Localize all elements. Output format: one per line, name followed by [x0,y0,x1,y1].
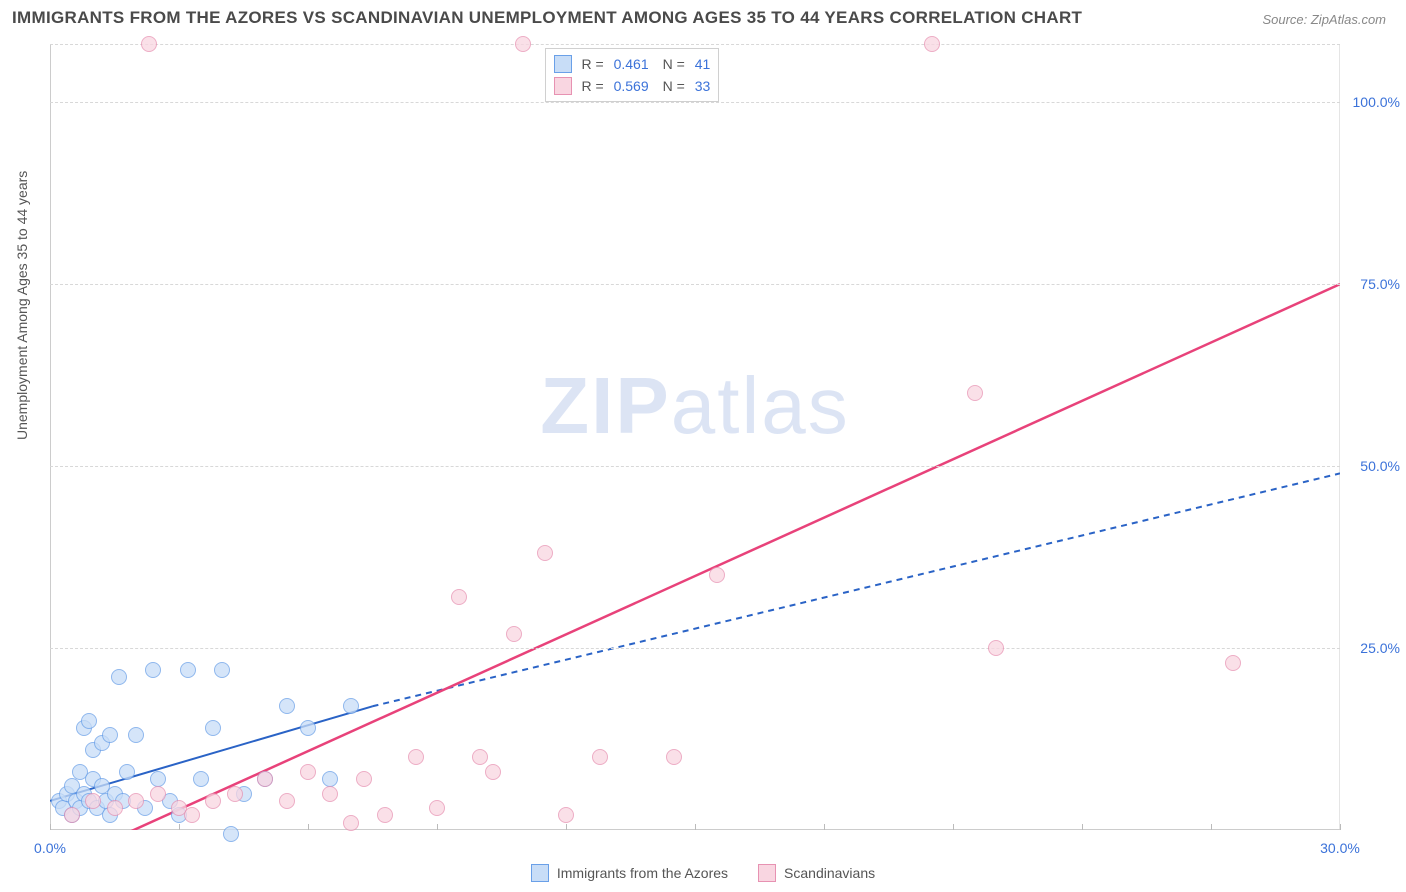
data-point [150,786,166,802]
data-point [666,749,682,765]
data-point [257,771,273,787]
source-citation: Source: ZipAtlas.com [1262,12,1386,27]
data-point [451,589,467,605]
data-point [205,720,221,736]
watermark: ZIPatlas [540,360,849,452]
data-point [537,545,553,561]
gridline [50,284,1340,285]
data-point [128,727,144,743]
data-point [85,793,101,809]
data-point [193,771,209,787]
x-tick [437,824,438,830]
data-point [279,698,295,714]
data-point [377,807,393,823]
data-point [988,640,1004,656]
trend-lines [50,44,1340,830]
legend-correlation: R = 0.461 N = 41 R = 0.569 N = 33 [545,48,720,102]
legend-r-label: R = [582,53,604,75]
legend-row: R = 0.569 N = 33 [554,75,711,97]
data-point [408,749,424,765]
y-tick-label: 25.0% [1360,640,1400,656]
x-tick [1340,824,1341,830]
x-tick [1082,824,1083,830]
gridline [50,648,1340,649]
y-axis-line [50,44,51,830]
data-point [128,793,144,809]
data-point [214,662,230,678]
legend-n-label: N = [663,75,685,97]
legend-bottom-item: Scandinavians [758,864,875,882]
x-tick [953,824,954,830]
legend-r-value: 0.461 [610,53,649,75]
data-point [343,815,359,831]
data-point [592,749,608,765]
data-point [709,567,725,583]
data-point [472,749,488,765]
plot-area: ZIPatlas R = 0.461N = 41R = 0.569N = 33 … [50,44,1340,830]
data-point [111,669,127,685]
x-tick [50,824,51,830]
legend-label: Scandinavians [784,865,875,881]
gridline [50,102,1340,103]
data-point [967,385,983,401]
x-tick [179,824,180,830]
data-point [485,764,501,780]
data-point [180,662,196,678]
chart-title: IMMIGRANTS FROM THE AZORES VS SCANDINAVI… [12,8,1082,28]
data-point [279,793,295,809]
y-tick-label: 100.0% [1353,94,1400,110]
legend-label: Immigrants from the Azores [557,865,728,881]
data-point [300,764,316,780]
data-point [227,786,243,802]
y-tick-label: 75.0% [1360,276,1400,292]
legend-swatch [758,864,776,882]
legend-n-value: 41 [691,53,710,75]
data-point [343,698,359,714]
data-point [506,626,522,642]
x-tick-label: 0.0% [34,840,66,856]
legend-bottom-item: Immigrants from the Azores [531,864,728,882]
data-point [205,793,221,809]
legend-swatch [531,864,549,882]
data-point [356,771,372,787]
data-point [119,764,135,780]
x-tick [695,824,696,830]
legend-swatch [554,77,572,95]
data-point [102,727,118,743]
legend-r-value: 0.569 [610,75,649,97]
data-point [223,826,239,842]
y-axis-line-right [1339,44,1340,830]
data-point [322,786,338,802]
data-point [300,720,316,736]
data-point [924,36,940,52]
data-point [558,807,574,823]
y-axis-label: Unemployment Among Ages 35 to 44 years [14,171,30,440]
legend-row: R = 0.461 N = 41 [554,53,711,75]
x-tick [566,824,567,830]
data-point [81,713,97,729]
data-point [141,36,157,52]
legend-r-label: R = [582,75,604,97]
data-point [184,807,200,823]
gridline [50,466,1340,467]
x-tick [1211,824,1212,830]
x-tick [824,824,825,830]
x-tick [308,824,309,830]
data-point [429,800,445,816]
legend-n-label: N = [663,53,685,75]
data-point [1225,655,1241,671]
data-point [515,36,531,52]
x-tick-label: 30.0% [1320,840,1360,856]
data-point [107,800,123,816]
legend-n-value: 33 [691,75,710,97]
legend-swatch [554,55,572,73]
data-point [64,807,80,823]
legend-series: Immigrants from the Azores Scandinavians [0,864,1406,882]
y-tick-label: 50.0% [1360,458,1400,474]
data-point [145,662,161,678]
